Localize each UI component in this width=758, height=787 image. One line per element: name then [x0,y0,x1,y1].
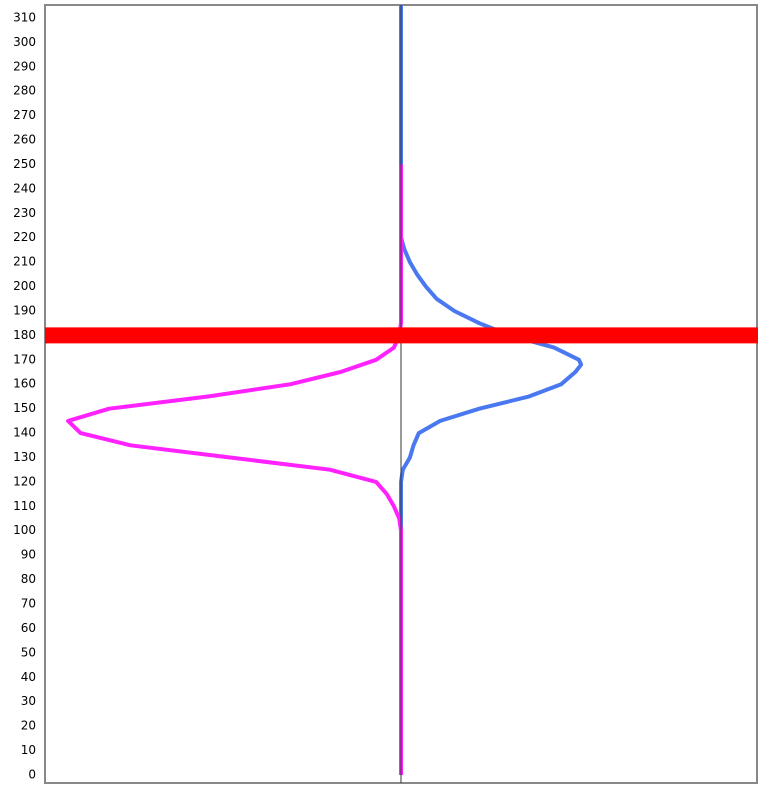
y-tick-label: 260 [13,133,36,147]
y-tick-label: 130 [13,450,36,464]
y-tick-label: 230 [13,206,36,220]
y-tick-label: 20 [21,719,36,733]
y-tick-label: 280 [13,84,36,98]
y-tick-label: 110 [13,499,36,513]
y-tick-label: 160 [13,377,36,391]
y-tick-label: 80 [21,572,36,586]
y-tick-label: 150 [13,401,36,415]
y-tick-label: 100 [13,523,36,537]
y-tick-label: 0 [28,767,36,781]
y-tick-label: 240 [13,181,36,195]
y-tick-label: 70 [21,597,36,611]
y-tick-label: 180 [13,328,36,342]
y-tick-label: 40 [21,670,36,684]
y-tick-label: 10 [21,743,36,757]
y-tick-label: 250 [13,157,36,171]
y-tick-label: 210 [13,255,36,269]
y-tick-label: 50 [21,645,36,659]
y-tick-label: 30 [21,694,36,708]
series-line [66,164,403,775]
series-line [399,5,584,775]
y-tick-label: 190 [13,303,36,317]
y-tick-label: 310 [13,10,36,24]
y-tick-label: 90 [21,548,36,562]
y-tick-label: 270 [13,108,36,122]
y-tick-label: 220 [13,230,36,244]
y-tick-label: 300 [13,35,36,49]
y-tick-label: 170 [13,352,36,366]
y-tick-label: 60 [21,621,36,635]
y-tick-label: 120 [13,474,36,488]
y-tick-label: 200 [13,279,36,293]
y-tick-label: 140 [13,426,36,440]
y-tick-label: 290 [13,59,36,73]
